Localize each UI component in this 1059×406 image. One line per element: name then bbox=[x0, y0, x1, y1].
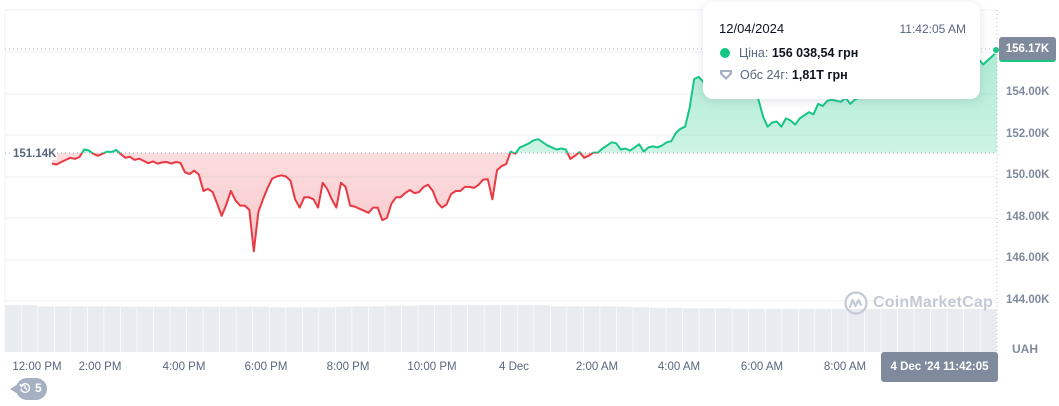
volume-bars bbox=[5, 305, 997, 352]
coinmarketcap-watermark: CoinMarketCap bbox=[844, 291, 993, 315]
x-tick: 2:00 PM bbox=[78, 361, 122, 373]
y-tick-154k: 154.00K bbox=[1006, 86, 1050, 98]
baseline-price-label: 151.14K bbox=[12, 148, 58, 160]
x-tick: 8:00 PM bbox=[326, 361, 370, 373]
x-tick: 6:00 PM bbox=[244, 361, 288, 373]
volume-shield-icon bbox=[720, 70, 732, 80]
tooltip-price-value: 156 038,54 грн bbox=[771, 46, 859, 60]
price-line bbox=[51, 50, 998, 253]
current-price-tag: 156.17K bbox=[999, 37, 1056, 62]
crosshair-date-label: 4 Dec '24 11:42:05 bbox=[881, 352, 998, 382]
tooltip-volume-label: Обс 24г: bbox=[740, 68, 789, 82]
tooltip-time: 11:42:05 AM bbox=[899, 22, 967, 36]
history-count: 5 bbox=[35, 381, 42, 395]
y-tick-150k: 150.00K bbox=[1006, 169, 1050, 181]
history-events-badge[interactable]: 5 bbox=[9, 378, 47, 400]
x-tick: 4 Dec bbox=[498, 361, 530, 373]
tooltip-volume-row: Обс 24г: 1,81T грн bbox=[719, 68, 848, 82]
tooltip-price-label: Ціна: bbox=[739, 46, 769, 60]
price-tooltip: 12/04/2024 11:42:05 AM Ціна: 156 038,54 … bbox=[703, 2, 980, 99]
history-clock-icon bbox=[19, 382, 31, 393]
badge-pointer bbox=[10, 384, 18, 394]
y-tick-146k: 146.00K bbox=[1006, 252, 1050, 264]
tooltip-volume-value: 1,81T грн bbox=[791, 68, 848, 82]
badge-content: 5 bbox=[19, 381, 42, 395]
x-tick: 4:00 PM bbox=[162, 361, 206, 373]
x-tick: 12:00 PM bbox=[12, 361, 62, 373]
x-tick: 6:00 AM bbox=[740, 361, 784, 373]
price-dot-icon bbox=[720, 48, 730, 58]
x-tick: 4:00 AM bbox=[657, 361, 701, 373]
y-tick-148k: 148.00K bbox=[1006, 211, 1050, 223]
watermark-text: CoinMarketCap bbox=[873, 294, 993, 311]
x-tick: 8:00 AM bbox=[823, 361, 867, 373]
area-fills bbox=[52, 51, 997, 252]
gridlines bbox=[4, 9, 997, 352]
y-tick-144k: 144.00K bbox=[1006, 294, 1050, 306]
coinmarketcap-logo-icon bbox=[844, 291, 868, 315]
y-tick-152k: 152.00K bbox=[1006, 128, 1050, 140]
tooltip-price-row: Ціна: 156 038,54 грн bbox=[719, 46, 858, 60]
x-tick: 2:00 AM bbox=[575, 361, 619, 373]
x-tick: 10:00 PM bbox=[407, 361, 457, 373]
currency-axis-label: UAH bbox=[1012, 342, 1038, 356]
tooltip-date: 12/04/2024 bbox=[719, 21, 785, 36]
